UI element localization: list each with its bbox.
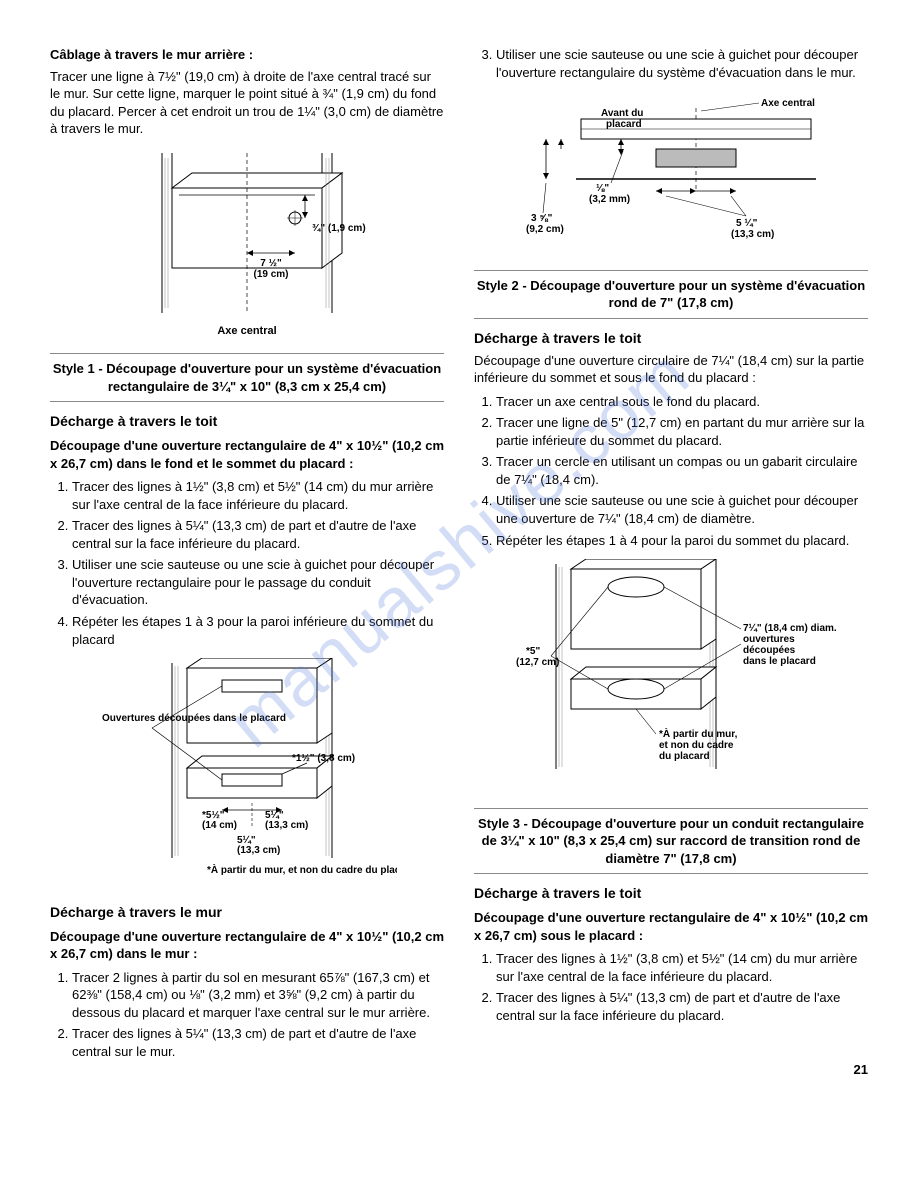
figure-4-svg: *5" (12,7 cm) 7¼" (18,4 cm) diam. ouvert… (481, 559, 861, 789)
fig2-note: *À partir du mur, et non du cadre du pla… (207, 863, 397, 876)
fig4-note2: et non du cadre (659, 740, 734, 751)
roof3-list: Tracer des lignes à 1½" (3,8 cm) et 5½" … (474, 950, 868, 1024)
wall-list: Tracer 2 lignes à partir du sol en mesur… (50, 969, 444, 1061)
fig4-d1b: (12,7 cm) (516, 657, 559, 668)
fig2-d2b: (14 cm) (202, 820, 237, 831)
roof-list: Tracer des lignes à 1½" (3,8 cm) et 5½" … (50, 478, 444, 648)
figure-2-svg: Ouvertures découpées dans le placard *1½… (97, 658, 397, 888)
fig4-d1: *5" (526, 646, 540, 657)
list-item: Tracer des lignes à 5¼" (13,3 cm) de par… (496, 989, 868, 1024)
fig1-dim2b: (19 cm) (253, 269, 288, 280)
fig2-d3b: (13,3 cm) (265, 820, 308, 831)
fig4-note: *À partir du mur, (659, 727, 738, 740)
fig4-d2b: ouvertures (743, 634, 795, 645)
fig4-d2c: découpées (743, 645, 796, 656)
cabling-title: Câblage à travers le mur arrière : (50, 46, 444, 64)
style2-box: Style 2 - Découpage d'ouverture pour un … (474, 270, 868, 319)
wall-title: Décharge à travers le mur (50, 903, 444, 922)
fig3-avant2: placard (606, 119, 642, 130)
list-item: Répéter les étapes 1 à 4 pour la paroi d… (496, 532, 868, 550)
right-column: Utiliser une scie sauteuse ou une scie à… (474, 40, 868, 1066)
list-item: Tracer 2 lignes à partir du sol en mesur… (72, 969, 444, 1022)
fig2-openings: Ouvertures découpées dans le placard (102, 713, 286, 724)
fig3-d1: ⅛" (596, 183, 609, 194)
figure-4: *5" (12,7 cm) 7¼" (18,4 cm) diam. ouvert… (474, 559, 868, 794)
wall-subtitle: Découpage d'une ouverture rectangulaire … (50, 928, 444, 963)
list-item: Tracer des lignes à 1½" (3,8 cm) et 5½" … (496, 950, 868, 985)
fig3-d3: 5 ¼" (736, 218, 758, 229)
figure-2: Ouvertures découpées dans le placard *1½… (50, 658, 444, 893)
list-item: Tracer un axe central sous le fond du pl… (496, 393, 868, 411)
list-item: Tracer une ligne de 5" (12,7 cm) en part… (496, 414, 868, 449)
list-item: Tracer des lignes à 5¼" (13,3 cm) de par… (72, 517, 444, 552)
roof-subtitle: Découpage d'une ouverture rectangulaire … (50, 437, 444, 472)
roof3-title: Décharge à travers le toit (474, 884, 868, 903)
list-item: Répéter les étapes 1 à 3 pour la paroi i… (72, 613, 444, 648)
style1-box: Style 1 - Découpage d'ouverture pour un … (50, 353, 444, 402)
fig4-note3: du placard (659, 751, 710, 762)
list-item: Utiliser une scie sauteuse ou une scie à… (496, 492, 868, 527)
fig3-d2: 3 ⅝" (531, 213, 553, 224)
list-item: Utiliser une scie sauteuse ou une scie à… (496, 46, 868, 81)
fig1-dim1: ¾" (1,9 cm) (312, 223, 366, 234)
fig3-axe: Axe central (761, 98, 815, 109)
list-item: Tracer un cercle en utilisant un compas … (496, 453, 868, 488)
fig2-d1: *1½" (3,8 cm) (292, 753, 355, 764)
fig3-avant: Avant du (601, 108, 643, 119)
roof2-para: Découpage d'une ouverture circulaire de … (474, 352, 868, 387)
figure-1: 7 ½" (19 cm) ¾" (1,9 cm) Axe central (50, 148, 444, 339)
fig1-caption: Axe central (50, 324, 444, 339)
roof3-subtitle: Découpage d'une ouverture rectangulaire … (474, 909, 868, 944)
left-column: Câblage à travers le mur arrière : Trace… (50, 40, 444, 1066)
page-number: 21 (854, 1061, 868, 1079)
page-columns: Câblage à travers le mur arrière : Trace… (50, 40, 868, 1066)
list-item: Utiliser une scie sauteuse ou une scie à… (72, 556, 444, 609)
fig3-d1b: (3,2 mm) (589, 194, 630, 205)
fig3-d2b: (9,2 cm) (526, 224, 564, 235)
top-continued-list: Utiliser une scie sauteuse ou une scie à… (474, 46, 868, 81)
figure-1-svg: 7 ½" (19 cm) ¾" (1,9 cm) (117, 148, 377, 318)
list-item: Tracer des lignes à 1½" (3,8 cm) et 5½" … (72, 478, 444, 513)
figure-3: Axe central Avant du placard ⅛" (474, 91, 868, 256)
fig4-d2: 7¼" (18,4 cm) diam. (743, 623, 837, 634)
roof-title: Décharge à travers le toit (50, 412, 444, 431)
figure-3-svg: Axe central Avant du placard ⅛" (481, 91, 861, 251)
fig1-dim2: 7 ½" (260, 258, 282, 269)
fig2-d4b: (13,3 cm) (237, 845, 280, 856)
style3-box: Style 3 - Découpage d'ouverture pour un … (474, 808, 868, 875)
fig3-d3b: (13,3 cm) (731, 229, 774, 240)
fig4-d2d: dans le placard (743, 656, 816, 667)
roof2-list: Tracer un axe central sous le fond du pl… (474, 393, 868, 549)
list-item: Tracer des lignes à 5¼" (13,3 cm) de par… (72, 1025, 444, 1060)
roof2-title: Décharge à travers le toit (474, 329, 868, 348)
cabling-paragraph: Tracer une ligne à 7½" (19,0 cm) à droit… (50, 68, 444, 138)
